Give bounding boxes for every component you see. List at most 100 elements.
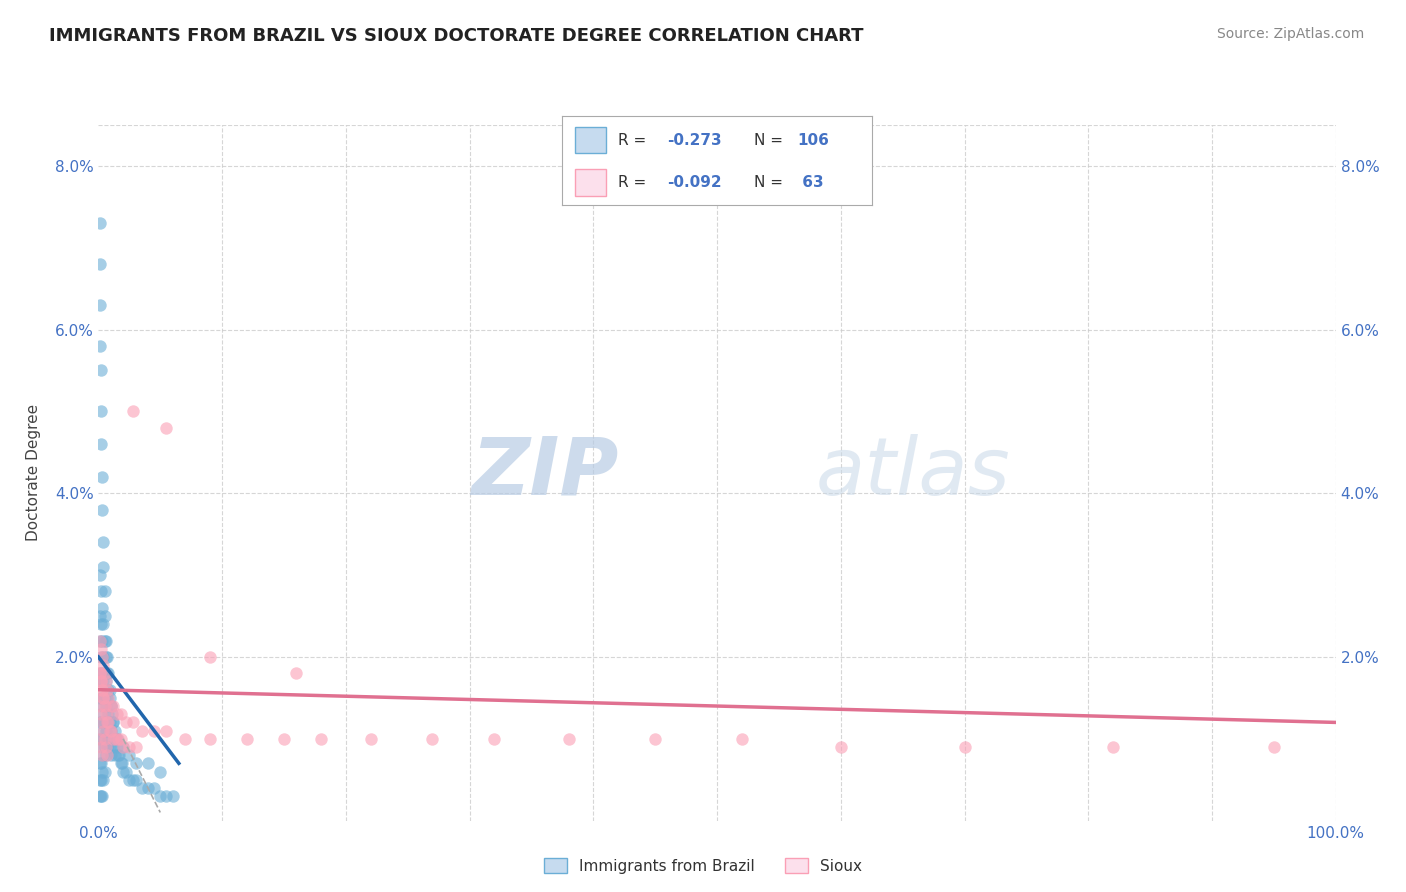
Point — [122, 715, 145, 730]
Point — [90, 772, 112, 787]
Point — [285, 666, 308, 681]
Point — [90, 674, 112, 689]
Point — [105, 739, 128, 754]
Point — [93, 723, 115, 738]
Point — [96, 715, 118, 730]
Point — [96, 748, 118, 763]
Point — [360, 731, 382, 746]
Point — [1263, 739, 1285, 754]
Point — [97, 666, 120, 681]
Point — [98, 723, 121, 738]
Point — [89, 772, 111, 787]
Point — [112, 764, 135, 779]
Point — [273, 731, 295, 746]
Point — [91, 682, 114, 697]
Point — [94, 699, 117, 714]
Point — [105, 707, 128, 722]
Point — [118, 739, 141, 754]
Point — [93, 699, 115, 714]
Point — [100, 699, 122, 714]
Point — [93, 739, 115, 754]
Point — [108, 748, 131, 763]
Point — [155, 723, 177, 738]
Point — [114, 715, 136, 730]
Point — [93, 633, 115, 648]
Point — [91, 666, 114, 681]
Point — [90, 641, 112, 656]
Point — [93, 609, 115, 624]
Point — [93, 535, 115, 549]
FancyBboxPatch shape — [575, 169, 606, 196]
Text: -0.273: -0.273 — [668, 133, 723, 147]
Text: ZIP: ZIP — [471, 434, 619, 512]
Point — [91, 470, 114, 484]
Point — [93, 715, 115, 730]
Point — [98, 715, 121, 730]
Point — [100, 748, 122, 763]
Point — [124, 739, 146, 754]
Point — [103, 699, 125, 714]
Point — [110, 756, 132, 771]
Point — [96, 690, 118, 705]
Point — [107, 731, 129, 746]
Point — [198, 649, 221, 664]
Point — [90, 617, 112, 632]
Point — [91, 715, 114, 730]
Point — [103, 715, 125, 730]
Point — [93, 731, 115, 746]
Point — [98, 690, 121, 705]
Point — [97, 715, 120, 730]
Point — [155, 789, 177, 803]
Point — [97, 690, 120, 705]
Point — [94, 723, 117, 738]
Point — [90, 674, 112, 689]
Point — [97, 707, 120, 722]
Text: R =: R = — [619, 133, 647, 147]
Point — [94, 674, 117, 689]
Point — [122, 772, 145, 787]
Point — [136, 780, 159, 795]
Point — [96, 682, 118, 697]
Point — [90, 674, 112, 689]
Point — [830, 739, 852, 754]
Point — [89, 568, 111, 582]
Point — [136, 756, 159, 771]
Point — [94, 739, 117, 754]
Point — [89, 666, 111, 681]
Point — [101, 707, 124, 722]
Point — [143, 723, 166, 738]
Point — [93, 666, 115, 681]
Point — [93, 699, 115, 714]
Point — [112, 739, 135, 754]
Point — [104, 731, 127, 746]
Point — [91, 789, 114, 803]
Point — [93, 690, 115, 705]
Point — [198, 731, 221, 746]
Point — [131, 723, 153, 738]
Point — [94, 674, 117, 689]
Point — [93, 690, 115, 705]
Point — [91, 502, 114, 516]
Point — [93, 666, 115, 681]
Point — [94, 633, 117, 648]
Point — [93, 674, 115, 689]
Point — [162, 789, 184, 803]
Point — [107, 748, 129, 763]
Point — [155, 421, 177, 435]
Point — [91, 764, 114, 779]
Point — [90, 707, 112, 722]
Point — [118, 772, 141, 787]
Point — [91, 682, 114, 697]
Point — [104, 731, 127, 746]
Point — [98, 682, 121, 697]
Point — [89, 699, 111, 714]
Point — [96, 649, 118, 664]
Point — [118, 748, 141, 763]
Point — [89, 756, 111, 771]
Point — [89, 257, 111, 271]
Text: R =: R = — [619, 176, 647, 190]
Point — [90, 731, 112, 746]
Point — [91, 739, 114, 754]
Point — [100, 723, 122, 738]
Text: N =: N = — [754, 133, 783, 147]
